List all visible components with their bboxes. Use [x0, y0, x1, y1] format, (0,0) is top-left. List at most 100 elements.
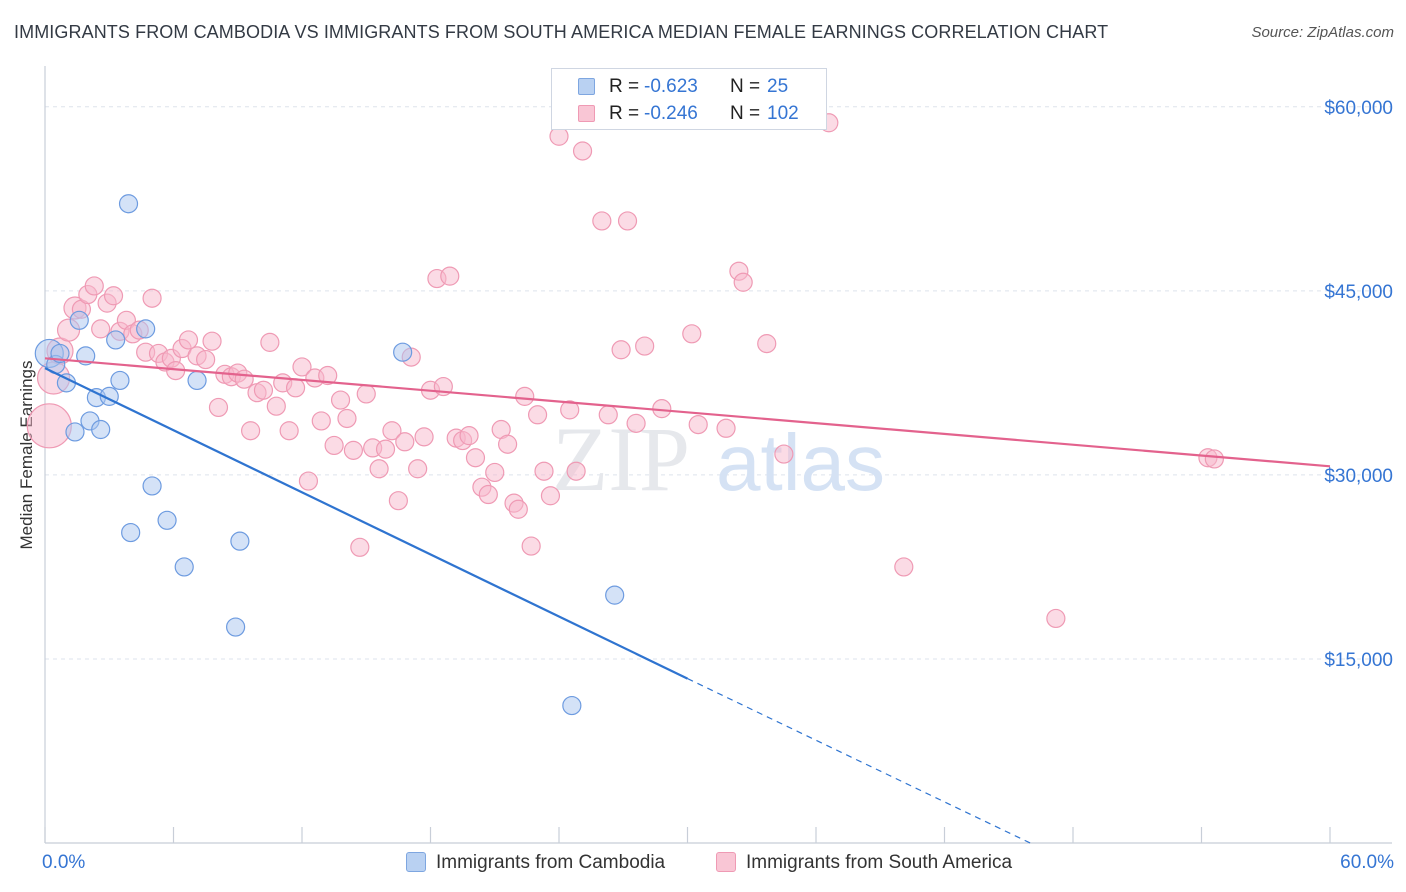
southam-point: [26, 403, 72, 449]
y-tick-label: $30,000: [1324, 466, 1393, 487]
legend-swatch-southam: [578, 105, 595, 122]
cambodia-trend-line: [44, 367, 688, 680]
legend-r-value: -0.246: [644, 103, 698, 124]
y-tick-label: $45,000: [1324, 282, 1393, 303]
southam-point: [292, 357, 312, 377]
cambodia-point: [174, 557, 194, 577]
cambodia-point: [136, 319, 156, 339]
southam-point: [298, 471, 319, 491]
southam-point: [611, 340, 631, 360]
southam-point: [774, 444, 794, 464]
southam-point: [540, 486, 561, 506]
southam-point: [617, 211, 638, 231]
southam-point: [382, 421, 402, 441]
southam-point: [337, 408, 357, 429]
southam-point: [318, 365, 338, 386]
x-tick-label-max: 60.0%: [1340, 852, 1394, 873]
southam-point: [369, 459, 389, 479]
southam-point: [498, 434, 518, 454]
y-tick-labels: $15,000 $30,000 $45,000 $60,000: [1324, 98, 1393, 671]
cambodia-point: [142, 476, 162, 496]
source-label: Source: ZipAtlas.com: [1251, 24, 1394, 41]
cambodia-trend-extension: [687, 678, 1031, 844]
southam-point: [440, 266, 460, 286]
grid-lines: [45, 106, 1392, 660]
data-points: [26, 113, 1224, 716]
southam-point: [1046, 608, 1066, 629]
southam-point: [178, 330, 199, 350]
southam-point: [279, 421, 299, 441]
legend-swatch-cambodia: [406, 852, 426, 872]
southam-point: [682, 324, 702, 344]
southam-point: [534, 461, 554, 481]
southam-point: [202, 331, 222, 351]
southam-point: [485, 462, 505, 483]
southam-point: [350, 537, 370, 557]
southam-point: [560, 400, 580, 420]
x-tick-label-min: 0.0%: [42, 852, 86, 873]
southam-point: [324, 435, 344, 456]
southam-point: [635, 336, 655, 356]
y-tick-label: $15,000: [1324, 650, 1393, 671]
southam-point: [894, 557, 914, 577]
legend-r-label: R =: [609, 103, 640, 124]
cambodia-point: [106, 330, 126, 350]
southam-point: [375, 439, 396, 459]
southam-point: [408, 459, 428, 479]
southam-point: [1204, 449, 1224, 469]
southam-point: [253, 380, 274, 400]
watermark: ZIP atlas: [552, 408, 885, 510]
southam-point: [208, 397, 229, 418]
southam-point: [566, 461, 586, 481]
southam-point: [241, 421, 261, 441]
southam-point: [716, 418, 736, 438]
southam-point: [572, 141, 593, 161]
legend-item-cambodia: Immigrants from Cambodia: [406, 852, 665, 874]
southam-point: [527, 405, 548, 425]
southam-point: [285, 378, 306, 398]
southam-point: [330, 390, 351, 410]
cambodia-point: [65, 422, 85, 442]
legend-swatch-southam: [716, 852, 736, 872]
trend-lines: [44, 357, 1331, 844]
southam-point: [142, 288, 162, 308]
southam-point: [521, 536, 541, 556]
stats-legend: R = -0.623 N = 25 R = -0.246 N = 102: [551, 68, 827, 130]
southam-point: [515, 386, 535, 406]
cambodia-point: [69, 310, 89, 330]
cambodia-point: [187, 370, 207, 391]
southam-point: [757, 334, 777, 354]
cambodia-point: [91, 419, 111, 440]
southam-point: [395, 432, 415, 452]
cambodia-point: [605, 585, 625, 605]
cambodia-point: [157, 510, 177, 530]
southam-point: [84, 276, 104, 296]
cambodia-point: [118, 194, 139, 214]
legend-r-value: -0.623: [644, 76, 698, 97]
southam-point: [388, 491, 408, 511]
southam-point: [598, 405, 618, 425]
southam-trend-line: [44, 357, 1331, 468]
watermark-atlas: atlas: [716, 418, 885, 507]
southam-point: [103, 286, 124, 306]
legend-label-cambodia: Immigrants from Cambodia: [436, 852, 666, 873]
southam-point: [688, 414, 708, 435]
southam-point: [91, 319, 111, 339]
legend-row-cambodia: R = -0.623 N = 25: [552, 74, 828, 100]
cambodia-point: [393, 342, 413, 362]
legend-item-southam: Immigrants from South America: [716, 852, 1012, 874]
legend-swatch-cambodia: [578, 78, 595, 95]
southam-point: [459, 426, 479, 446]
axes: [44, 66, 1392, 844]
legend-label-southam: Immigrants from South America: [746, 852, 1013, 873]
chart-title: IMMIGRANTS FROM CAMBODIA VS IMMIGRANTS F…: [14, 22, 1109, 42]
southam-point: [266, 396, 286, 416]
y-tick-label: $60,000: [1324, 98, 1393, 119]
legend-row-southam: R = -0.246 N = 102: [552, 101, 828, 127]
southam-point: [465, 448, 486, 468]
watermark-zip: ZIP: [552, 408, 690, 510]
cambodia-point: [110, 370, 130, 391]
southam-point: [478, 484, 498, 505]
southam-point: [311, 411, 331, 431]
